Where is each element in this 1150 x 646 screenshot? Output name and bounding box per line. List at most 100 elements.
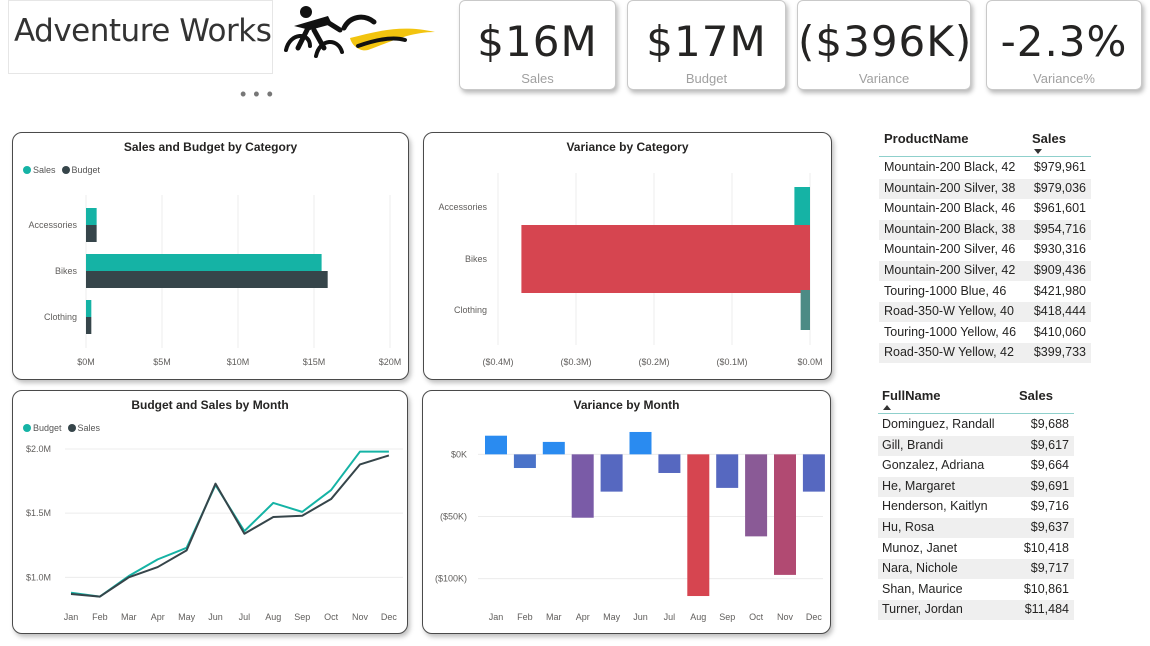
table-cell-name: Mountain-200 Black, 46 bbox=[884, 201, 1016, 216]
table-cell-name: Mountain-200 Black, 42 bbox=[884, 160, 1016, 174]
sort-descending-icon[interactable] bbox=[1034, 149, 1042, 154]
table-cell-sales: $399,733 bbox=[1033, 345, 1086, 360]
table-row[interactable]: Gill, Brandi $9,617 bbox=[878, 436, 1074, 456]
legend-item-sales[interactable]: Sales bbox=[67, 423, 101, 433]
column-header-sales[interactable]: Sales bbox=[1019, 388, 1053, 403]
chart-legend: Sales Budget bbox=[23, 165, 100, 175]
bar-variance-month bbox=[716, 454, 739, 488]
header-divider bbox=[878, 413, 1074, 414]
sales-budget-by-category-chart[interactable]: Sales and Budget by Category Sales Budge… bbox=[12, 132, 409, 380]
table-cell-sales: $954,716 bbox=[1033, 221, 1086, 236]
table-cell-name: Road-350-W Yellow, 42 bbox=[884, 345, 1014, 360]
x-tick-label: ($0.3M) bbox=[560, 357, 591, 367]
report-title: Adventure Works bbox=[14, 13, 272, 49]
table-cell-name: Mountain-200 Silver, 42 bbox=[884, 263, 1016, 277]
sort-ascending-icon[interactable] bbox=[883, 405, 891, 410]
column-header-productname[interactable]: ProductName bbox=[884, 131, 969, 146]
table-row[interactable]: Road-350-W Yellow, 42 $399,733 bbox=[879, 343, 1091, 363]
variance-by-month-chart[interactable]: Variance by Month $0K ($50K) ($100K) Jan Feb… bbox=[422, 390, 831, 634]
legend-dot-icon bbox=[61, 166, 70, 174]
table-row[interactable]: Road-350-W Yellow, 40 $418,444 bbox=[879, 302, 1091, 322]
x-tick-label: ($0.1M) bbox=[716, 357, 747, 367]
table-row[interactable]: Shan, Maurice $10,861 bbox=[878, 580, 1074, 600]
y-tick-label: $1.0M bbox=[26, 572, 51, 582]
table-row-stripe bbox=[879, 261, 1091, 281]
budget-sales-by-month-chart[interactable]: Budget and Sales by Month Budget Sales $… bbox=[12, 390, 408, 634]
x-tick-label: Apr bbox=[576, 612, 590, 622]
y-tick-label: ($100K) bbox=[435, 574, 467, 584]
kpi-card-budget[interactable]: $17M Budget bbox=[627, 0, 786, 90]
table-row-stripe bbox=[878, 559, 1074, 580]
legend-item-budget[interactable]: Budget bbox=[23, 423, 62, 433]
table-row[interactable]: Touring-1000 Blue, 46 $421,980 bbox=[879, 282, 1091, 302]
bar-variance-month bbox=[774, 454, 796, 575]
category-label: Clothing bbox=[44, 312, 77, 322]
kpi-label: Sales bbox=[521, 71, 554, 86]
table-cell-sales: $979,961 bbox=[1033, 160, 1086, 174]
table-row[interactable]: Mountain-200 Silver, 42 $909,436 bbox=[879, 261, 1091, 281]
table-row[interactable]: Dominguez, Randall $9,688 bbox=[878, 415, 1074, 435]
table-row[interactable]: Gonzalez, Adriana $9,664 bbox=[878, 456, 1074, 476]
customer-sales-table[interactable]: FullName Sales Dominguez, Randall $9,688 G… bbox=[878, 388, 1074, 634]
report-title-box: Adventure Works bbox=[8, 0, 273, 74]
x-tick-label: ($0.4M) bbox=[482, 357, 513, 367]
kpi-card-sales[interactable]: $16M Sales bbox=[459, 0, 616, 90]
category-label: Bikes bbox=[465, 254, 488, 264]
more-options-icon[interactable]: • • • bbox=[240, 84, 274, 104]
chart-plot-area: ($0.4M) ($0.3M) ($0.2M) ($0.1M) $0.0M Accesso… bbox=[438, 173, 823, 367]
x-tick-label: May bbox=[178, 612, 196, 622]
table-row[interactable]: Nara, Nichole $9,717 bbox=[878, 559, 1074, 579]
legend-label: Budget bbox=[33, 423, 62, 433]
category-label: Clothing bbox=[454, 305, 487, 315]
table-row[interactable]: Mountain-200 Silver, 38 $979,036 bbox=[879, 179, 1091, 199]
bar-variance bbox=[521, 225, 810, 293]
table-row[interactable]: Hu, Rosa $9,637 bbox=[878, 518, 1074, 538]
table-row[interactable]: Mountain-200 Black, 38 $954,716 bbox=[879, 220, 1091, 240]
chart-plot-area: $0M $5M $10M $15M $20M Accessories Bikes Clothi… bbox=[28, 195, 401, 367]
table-row-stripe bbox=[879, 178, 1091, 199]
variance-by-category-chart[interactable]: Variance by Category ($0.4M) ($0.3M) ($0.2… bbox=[423, 132, 832, 380]
bar-variance-month bbox=[658, 454, 681, 473]
chart-title: Variance by Month bbox=[573, 398, 680, 412]
table-row[interactable]: Turner, Jordan $11,484 bbox=[878, 600, 1074, 620]
table-row[interactable]: Touring-1000 Yellow, 46 $410,060 bbox=[879, 323, 1091, 343]
table-row[interactable]: Munoz, Janet $10,418 bbox=[878, 539, 1074, 559]
table-cell-sales: $9,688 bbox=[1030, 417, 1069, 431]
table-cell-name: Mountain-200 Black, 38 bbox=[884, 221, 1016, 236]
table-cell-name: Gonzalez, Adriana bbox=[882, 458, 985, 473]
legend-label: Sales bbox=[77, 423, 101, 433]
bar-variance-month bbox=[687, 454, 710, 597]
table-row[interactable]: Mountain-200 Silver, 46 $930,316 bbox=[879, 240, 1091, 260]
table-row[interactable]: Mountain-200 Black, 42 $979,961 bbox=[879, 158, 1091, 178]
x-tick-label: Aug bbox=[265, 612, 281, 622]
column-header-sales[interactable]: Sales bbox=[1032, 131, 1066, 146]
product-sales-table[interactable]: ProductName Sales Mountain-200 Black, 42… bbox=[879, 131, 1091, 367]
legend-label: Budget bbox=[71, 165, 101, 175]
x-tick-label: Jul bbox=[239, 612, 251, 622]
bar-variance bbox=[794, 187, 810, 227]
table-row[interactable]: Henderson, Kaitlyn $9,716 bbox=[878, 497, 1074, 517]
legend-item-budget[interactable]: Budget bbox=[61, 165, 101, 175]
table-row-stripe bbox=[878, 476, 1074, 497]
table-cell-name: Turner, Jordan bbox=[882, 602, 963, 617]
x-tick-label: Jan bbox=[64, 612, 79, 622]
table-row-stripe bbox=[878, 518, 1074, 538]
x-tick-label: Nov bbox=[352, 612, 369, 622]
table-cell-sales: $418,444 bbox=[1033, 304, 1086, 319]
kpi-card-variance-pct[interactable]: -2.3% Variance% bbox=[986, 0, 1142, 90]
table-row[interactable]: He, Margaret $9,691 bbox=[878, 477, 1074, 497]
kpi-card-variance[interactable]: ($396K) Variance bbox=[797, 0, 971, 90]
table-row-stripe bbox=[878, 435, 1074, 456]
series-line-budget bbox=[70, 450, 389, 598]
table-row-stripe bbox=[878, 600, 1074, 621]
x-tick-label: Sep bbox=[719, 612, 735, 622]
kpi-value: $17M bbox=[646, 17, 767, 66]
legend-item-sales[interactable]: Sales bbox=[23, 165, 56, 175]
table-cell-name: Gill, Brandi bbox=[882, 437, 944, 452]
x-tick-label: Feb bbox=[92, 612, 108, 622]
y-tick-label: $0K bbox=[451, 449, 467, 459]
column-header-fullname[interactable]: FullName bbox=[882, 388, 941, 403]
table-cell-name: Hu, Rosa bbox=[882, 520, 935, 534]
kpi-label: Variance bbox=[858, 71, 910, 86]
table-row[interactable]: Mountain-200 Black, 46 $961,601 bbox=[879, 199, 1091, 219]
